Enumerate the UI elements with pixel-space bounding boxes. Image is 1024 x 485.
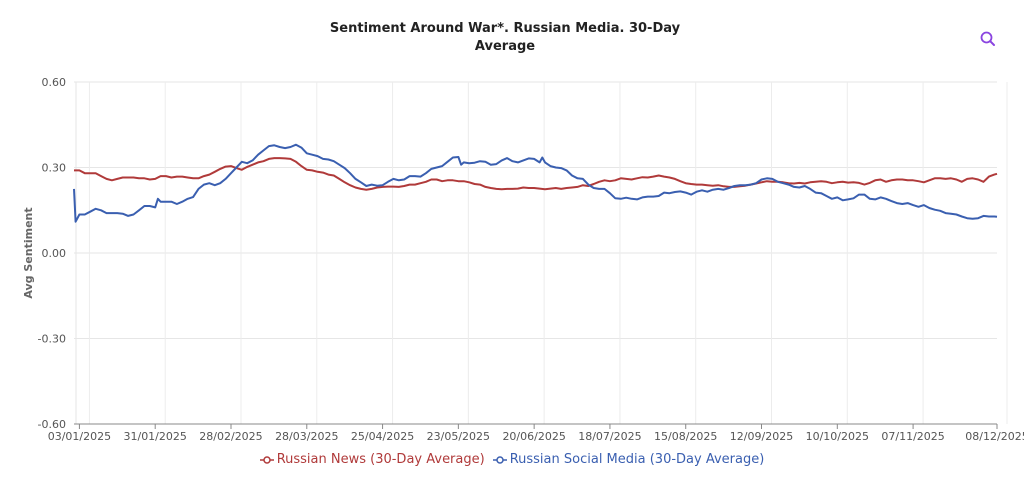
series-line-1[interactable] bbox=[73, 143, 998, 223]
y-tick-label: -0.60 bbox=[38, 418, 66, 431]
chart-title-line-1: Sentiment Around War*. Russian Media. 30… bbox=[329, 21, 681, 36]
x-tick-label: 20/06/2025 bbox=[502, 430, 565, 443]
series-group bbox=[73, 143, 998, 223]
y-tick-label: 0.00 bbox=[42, 247, 67, 260]
legend-item-0[interactable]: Russian News (30-Day Average) bbox=[259, 452, 485, 467]
x-tick-label: 31/01/2025 bbox=[123, 430, 186, 443]
x-tick-label: 25/04/2025 bbox=[351, 430, 414, 443]
y-axis: 0.60 0.30 0.00 -0.30 -0.60 bbox=[38, 76, 66, 431]
x-tick-label: 28/02/2025 bbox=[199, 430, 262, 443]
x-tick-label: 03/01/2025 bbox=[48, 430, 111, 443]
legend-label: Russian Social Media (30-Day Average) bbox=[509, 452, 765, 467]
y-tick-label: 0.60 bbox=[42, 76, 67, 89]
x-tick-label: 08/12/2025 bbox=[965, 430, 1024, 443]
legend-marker-icon bbox=[492, 455, 507, 464]
grid bbox=[74, 81, 1008, 425]
x-tick-label: 10/10/2025 bbox=[806, 430, 869, 443]
y-axis-title: Avg Sentiment bbox=[22, 207, 35, 298]
x-tick-label: 18/07/2025 bbox=[578, 430, 641, 443]
chart-title: Sentiment Around War*. Russian Media. 30… bbox=[250, 20, 760, 56]
zoom-button[interactable] bbox=[978, 29, 998, 49]
x-tick-label: 15/08/2025 bbox=[654, 430, 717, 443]
y-tick-label: -0.30 bbox=[38, 333, 66, 346]
x-tick-label: 12/09/2025 bbox=[730, 430, 793, 443]
series-line-0[interactable] bbox=[74, 157, 998, 191]
chart-title-line-2: Average bbox=[474, 39, 536, 54]
y-tick-label: 0.30 bbox=[42, 162, 67, 175]
x-tick-label: 07/11/2025 bbox=[881, 430, 944, 443]
legend-marker-icon bbox=[259, 455, 274, 464]
legend-label: Russian News (30-Day Average) bbox=[276, 452, 485, 467]
magnifier-icon bbox=[980, 31, 995, 46]
x-axis: 03/01/2025 31/01/2025 28/02/2025 28/03/2025… bbox=[48, 423, 1024, 443]
legend-item-1[interactable]: Russian Social Media (30-Day Average) bbox=[492, 452, 765, 467]
legend: Russian News (30-Day Average) Russian Soc… bbox=[0, 452, 1024, 469]
x-tick-label: 28/03/2025 bbox=[275, 430, 338, 443]
x-tick-label: 23/05/2025 bbox=[427, 430, 490, 443]
